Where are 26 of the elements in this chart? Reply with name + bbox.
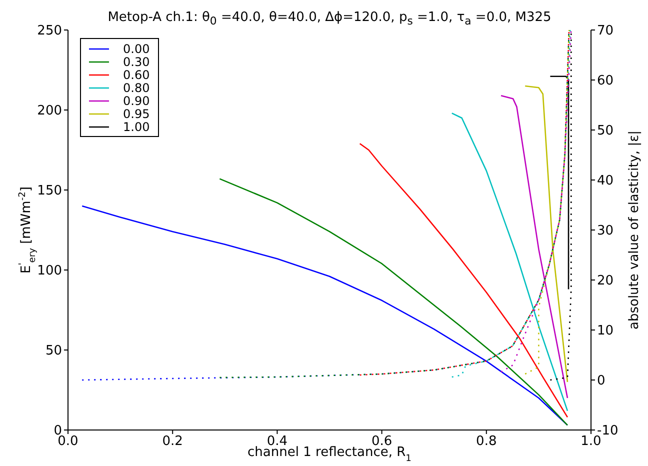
- y-tick-label: 50: [45, 344, 62, 359]
- y-tick-label: 200: [37, 104, 62, 119]
- legend-label: 0.90: [123, 94, 150, 108]
- legend-label: 0.30: [123, 54, 150, 68]
- legend-label: 1.00: [123, 120, 150, 134]
- y2-tick-label: 10: [597, 324, 614, 339]
- y-tick-label: 250: [37, 24, 62, 39]
- y-tick-label: 150: [37, 184, 62, 199]
- y-tick-label: 100: [37, 264, 62, 279]
- x-tick-label: 1.0: [580, 434, 602, 450]
- x-tick-label: 0.2: [162, 434, 183, 450]
- legend-label: 0.80: [123, 80, 150, 94]
- legend-label: 0.95: [123, 106, 150, 120]
- chart-title: Metop-A ch.1: θ$_{0}$ =40.0, θ=40.0, Δϕ=120.0, p$_{s}$ =1.0, τ$_{a}$ =0.0, M325: [106, 10, 552, 28]
- y2-tick-label: 60: [597, 74, 614, 89]
- x-tick-label: 0.0: [58, 434, 78, 450]
- y2-tick-label: 50: [597, 124, 614, 139]
- y2-tick-label: 30: [597, 224, 614, 239]
- y2-tick-label: 20: [597, 274, 614, 289]
- legend-label: 0.00: [123, 42, 150, 56]
- y2-axis-title: absolute value of elasticity, |ε|: [627, 130, 642, 330]
- y2-tick-label: 70: [597, 24, 614, 39]
- x-tick-label: 0.8: [476, 434, 497, 450]
- legend-label: 0.60: [123, 68, 150, 82]
- y2-tick-label: 0: [597, 374, 606, 389]
- y2-tick-label: 40: [597, 174, 614, 189]
